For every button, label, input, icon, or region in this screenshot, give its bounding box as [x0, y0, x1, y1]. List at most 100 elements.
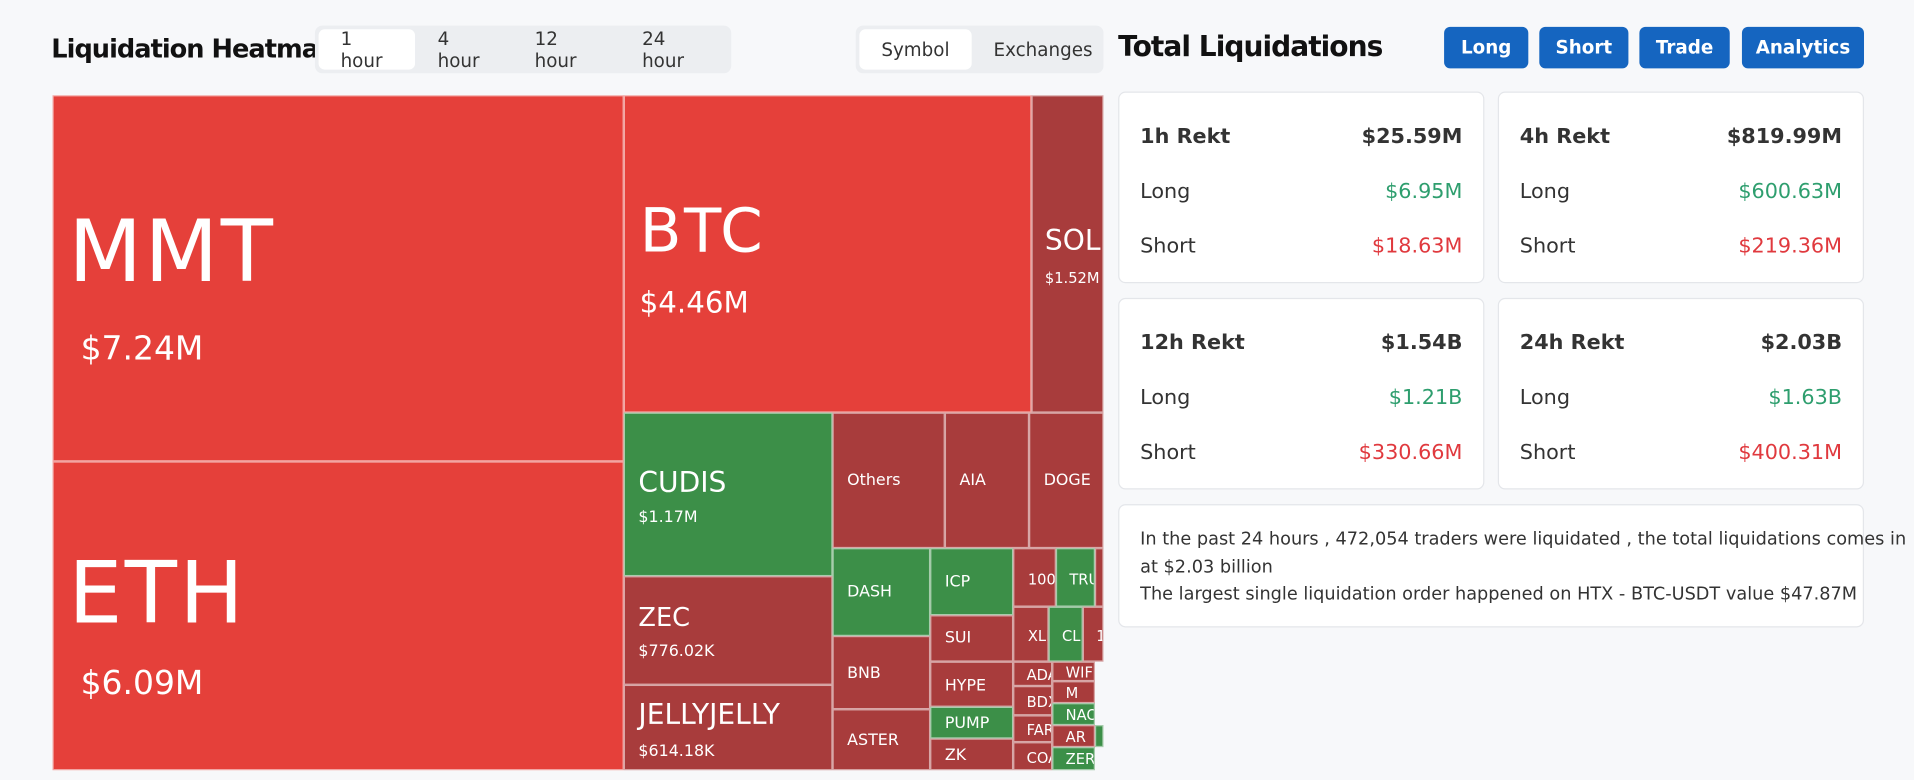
- heatmap-tile[interactable]: AIA: [944, 412, 1030, 549]
- action-button[interactable]: Short: [1539, 26, 1629, 69]
- heatmap-tile[interactable]: 1: [1082, 606, 1104, 662]
- row-label: 24h Rekt: [1519, 330, 1625, 356]
- heatmap-tile[interactable]: SOL $1.52M: [1031, 95, 1104, 413]
- tile-label: FAR: [1026, 721, 1053, 739]
- card-row: Short $330.66M: [1140, 441, 1462, 465]
- heatmap-tile[interactable]: BDX: [1013, 686, 1053, 716]
- row-value: $25.59M: [1361, 124, 1463, 149]
- row-value: $6.95M: [1385, 179, 1463, 204]
- heatmap-tile[interactable]: BNB: [832, 635, 931, 710]
- heatmap-tile[interactable]: AR: [1052, 725, 1095, 748]
- tile-label: ZK: [944, 746, 967, 765]
- heatmap-tile[interactable]: TRU: [1055, 548, 1095, 607]
- heatmap-tile[interactable]: XLM: [1013, 606, 1049, 662]
- tile-filler: [1094, 725, 1104, 748]
- card-row: 24h Rekt $2.03B: [1520, 331, 1842, 355]
- heatmap-tile[interactable]: MMT $7.24M: [52, 95, 624, 462]
- summary-line: The largest single liquidation order hap…: [1140, 584, 1858, 605]
- row-value: $330.66M: [1358, 440, 1463, 466]
- tile-label: XLM: [1027, 627, 1048, 645]
- tile-label: BNB: [847, 664, 881, 683]
- timeframe-tab[interactable]: 4 hour: [437, 27, 480, 72]
- tile-label: CUDIS: [638, 467, 727, 500]
- tile-label: AR: [1065, 728, 1086, 746]
- timeframe-tab[interactable]: 12 hour: [534, 27, 577, 72]
- action-button[interactable]: Trade: [1639, 26, 1730, 69]
- action-button[interactable]: Long: [1444, 26, 1529, 69]
- row-value: $18.63M: [1371, 234, 1463, 259]
- rekt-card: 24h Rekt $2.03B Long $1.63B Short $400.31M: [1497, 297, 1865, 490]
- heatmap-tile[interactable]: WIF: [1052, 661, 1095, 682]
- row-value: $600.63M: [1738, 179, 1843, 204]
- heatmap-tile[interactable]: NAO: [1052, 703, 1095, 726]
- row-label: Short: [1140, 440, 1196, 466]
- row-value: $1.54B: [1380, 330, 1463, 356]
- tile-label: BDX: [1026, 693, 1051, 711]
- heatmap-tile[interactable]: COA: [1013, 742, 1053, 771]
- heatmap-tile[interactable]: ADA: [1013, 661, 1053, 687]
- heatmap-tile[interactable]: 1000: [1013, 548, 1056, 607]
- row-label: Long: [1519, 179, 1570, 204]
- card-row: Short $219.36M: [1520, 234, 1842, 258]
- tile-label: ZER: [1065, 750, 1095, 768]
- heatmap-tile[interactable]: ICP: [930, 548, 1014, 616]
- card-row: Long $1.21B: [1140, 386, 1462, 410]
- heatmap-tile[interactable]: BTC $4.46M: [623, 95, 1032, 413]
- tile-label: BTC: [639, 195, 766, 267]
- tile-label: HYPE: [944, 676, 987, 696]
- timeframe-tab[interactable]: 24 hour: [642, 27, 685, 72]
- heatmap-tile[interactable]: PUMP: [930, 706, 1014, 739]
- card-row: Short $18.63M: [1140, 234, 1462, 258]
- row-label: Long: [1140, 179, 1191, 204]
- view-tab[interactable]: Symbol: [859, 29, 972, 70]
- heatmap-tile[interactable]: ZK: [930, 738, 1014, 771]
- row-label: 1h Rekt: [1140, 124, 1231, 149]
- heatmap-tile[interactable]: CUDIS $1.17M: [623, 412, 833, 577]
- heatmap-tile[interactable]: ZEC $776.02K: [623, 576, 833, 685]
- rekt-card: 12h Rekt $1.54B Long $1.21B Short $330.66M: [1118, 297, 1485, 490]
- heatmap-tile[interactable]: M: [1052, 681, 1095, 704]
- tile-label: SOL: [1044, 225, 1101, 258]
- row-value: $1.21B: [1388, 385, 1463, 411]
- heatmap-tile[interactable]: HYPE: [930, 661, 1014, 707]
- timeframe-tab[interactable]: 1 hour: [318, 27, 416, 71]
- tile-filler: [1094, 548, 1104, 607]
- heatmap-tile[interactable]: Others: [832, 412, 945, 549]
- row-label: Long: [1140, 385, 1191, 411]
- view-tab[interactable]: Exchanges: [993, 38, 1093, 61]
- tile-value: $7.24M: [80, 330, 204, 369]
- row-value: $819.99M: [1726, 124, 1843, 149]
- tile-label: ZEC: [638, 603, 691, 633]
- heatmap-tile[interactable]: DASH: [832, 548, 931, 636]
- tile-value: $6.09M: [80, 664, 204, 703]
- tile-value: $1.52M: [1044, 269, 1100, 287]
- rekt-card: 4h Rekt $819.99M Long $600.63M Short $219.36M: [1497, 91, 1865, 284]
- row-label: Short: [1519, 440, 1576, 466]
- tile-label: ADA: [1026, 666, 1051, 684]
- card-row: Long $6.95M: [1140, 179, 1462, 203]
- card-row: 4h Rekt $819.99M: [1520, 125, 1842, 149]
- heatmap-title: Liquidation Heatmap: [51, 34, 336, 64]
- heatmap-tile[interactable]: ASTER: [832, 709, 931, 771]
- tile-label: AIA: [959, 471, 986, 491]
- heatmap-tile[interactable]: FAR: [1013, 715, 1053, 743]
- row-value: $400.31M: [1738, 440, 1843, 466]
- row-label: Long: [1519, 385, 1570, 411]
- heatmap-tile[interactable]: CL: [1048, 606, 1083, 662]
- rekt-card: 1h Rekt $25.59M Long $6.95M Short $18.63M: [1118, 91, 1485, 284]
- action-button[interactable]: Analytics: [1741, 26, 1865, 69]
- summary-line: In the past 24 hours , 472,054 traders w…: [1140, 529, 1907, 550]
- heatmap-tile[interactable]: DOGE: [1029, 412, 1104, 549]
- tile-label: PUMP: [944, 714, 990, 734]
- tile-label: TRU: [1069, 571, 1093, 589]
- row-label: 12h Rekt: [1140, 330, 1245, 356]
- heatmap-tile[interactable]: ZER: [1052, 747, 1095, 771]
- heatmap-tile[interactable]: SUI: [930, 615, 1014, 662]
- tile-label: JELLYJELLY: [638, 699, 780, 732]
- tile-label: Others: [847, 471, 901, 491]
- tile-label: SUI: [944, 629, 972, 648]
- heatmap-tile[interactable]: ETH $6.09M: [52, 461, 624, 771]
- heatmap-tile[interactable]: JELLYJELLY $614.18K: [623, 684, 833, 771]
